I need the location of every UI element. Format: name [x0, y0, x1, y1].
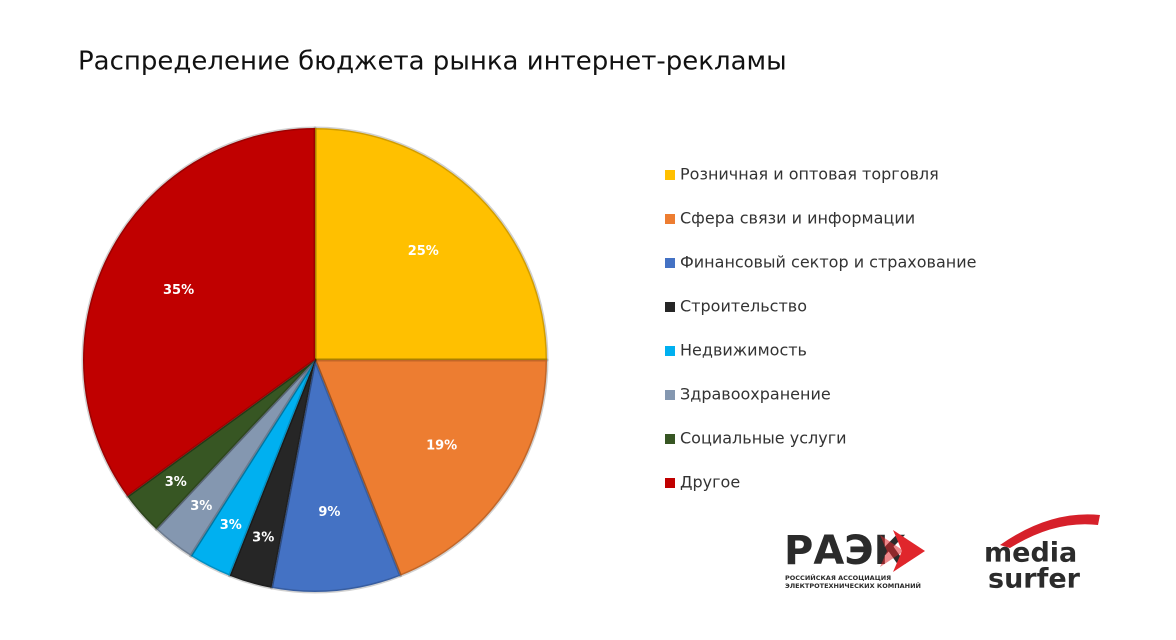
data-label: 25%: [408, 244, 439, 259]
pie-slice: [228, 358, 317, 590]
legend-swatch: [665, 170, 675, 180]
legend-swatch: [665, 478, 675, 488]
data-label: 35%: [163, 283, 194, 298]
legend-label: Сфера связи и информации: [680, 209, 915, 228]
logo-subtitle: РОССИЙСКАЯ АССОЦИАЦИЯ: [785, 573, 891, 582]
legend-swatch: [665, 390, 675, 400]
pie-slice: [313, 358, 549, 578]
legend-swatch: [665, 434, 675, 444]
raek-logo: РАЭК РОССИЙСКАЯ АССОЦИАЦИЯ ЭЛЕКТРОТЕХНИЧ…: [784, 528, 925, 590]
legend-label: Недвижимость: [680, 341, 807, 360]
logo-swoosh: [1000, 514, 1100, 548]
data-label: 3%: [252, 531, 274, 546]
pie-slice: [125, 358, 317, 531]
data-label: 19%: [426, 439, 457, 454]
legend-label: Розничная и оптовая торговля: [680, 165, 939, 184]
pie-slice: [270, 358, 402, 594]
legend-label: Здравоохранение: [680, 385, 831, 404]
logo-text: surfer: [988, 564, 1081, 595]
chart-title: Распределение бюджета рынка интернет-рек…: [78, 47, 787, 77]
logo-subtitle: ЭЛЕКТРОТЕХНИЧЕСКИХ КОМПАНИЙ: [785, 581, 921, 590]
legend-label: Социальные услуги: [680, 429, 847, 448]
legend-swatch: [665, 346, 675, 356]
logo-text: РАЭК: [784, 528, 907, 574]
media-surfer-logo: media surfer: [984, 514, 1100, 595]
data-label: 9%: [318, 505, 340, 520]
logo-text: media: [984, 538, 1077, 569]
legend: Розничная и оптовая торговля Сфера связи …: [665, 165, 976, 492]
legend-label: Строительство: [680, 297, 807, 316]
legend-swatch: [665, 214, 675, 224]
legend-swatch: [665, 302, 675, 312]
pie-slice: [313, 126, 549, 362]
data-label: 3%: [220, 518, 242, 533]
logo-arrow: [880, 535, 904, 567]
legend-swatch: [665, 258, 675, 268]
pie-slice: [154, 358, 317, 558]
data-label: 3%: [165, 475, 187, 490]
legend-label: Другое: [680, 473, 740, 492]
data-label: 3%: [190, 499, 212, 514]
pie-slice: [81, 126, 317, 498]
pie-slice: [189, 358, 317, 578]
logo-arrow: [893, 530, 925, 572]
legend-label: Финансовый сектор и страхование: [680, 253, 976, 272]
pie: 25%19%9%3%3%3%3%35%: [81, 126, 549, 594]
